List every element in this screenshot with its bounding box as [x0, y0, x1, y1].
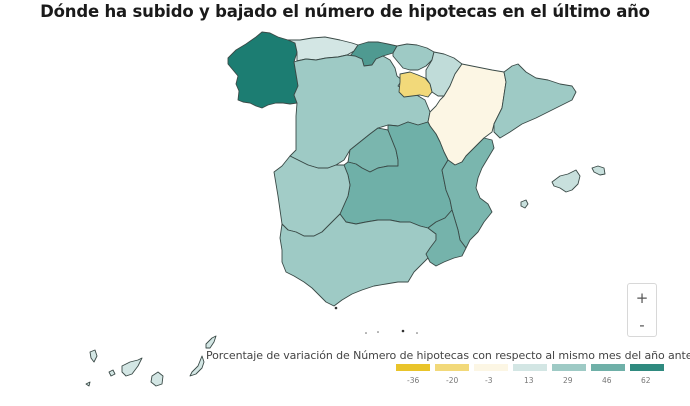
legend-bin: 62: [630, 364, 664, 385]
legend-swatch: [630, 364, 664, 371]
legend-swatch: [591, 364, 625, 371]
legend-title: Porcentaje de variación de Número de hip…: [206, 349, 690, 362]
region-baleares-menorca[interactable]: [591, 165, 606, 176]
legend-swatch: [435, 364, 469, 371]
legend-label: 13: [524, 376, 534, 385]
region-galicia[interactable]: [227, 31, 299, 109]
legend-swatch: [513, 364, 547, 371]
island-dot: [377, 331, 379, 333]
legend-bin: -3: [474, 364, 508, 385]
region-cataluna[interactable]: [493, 63, 577, 139]
legend-label: -3: [485, 376, 493, 385]
legend-label: 29: [563, 376, 573, 385]
legend-bin: 46: [591, 364, 625, 385]
legend-swatch: [474, 364, 508, 371]
map-title: Dónde ha subido y bajado el número de hi…: [40, 2, 650, 21]
region-melilla[interactable]: [401, 329, 405, 333]
region-comunidad-valenciana[interactable]: [441, 137, 495, 249]
legend-bin: -36: [396, 364, 430, 385]
region-canarias-tenerife[interactable]: [121, 357, 143, 377]
region-baleares-ibiza[interactable]: [520, 199, 529, 209]
region-la-rioja[interactable]: [398, 71, 433, 98]
region-navarra[interactable]: [425, 51, 463, 97]
zoom-out-button[interactable]: -: [639, 315, 645, 334]
legend-swatch: [396, 364, 430, 371]
region-canarias-la-palma[interactable]: [89, 349, 98, 363]
zoom-controls: + -: [627, 283, 657, 337]
region-ceuta[interactable]: [334, 306, 338, 310]
region-murcia[interactable]: [425, 209, 467, 267]
legend-label: 46: [602, 376, 612, 385]
region-canarias-el-hierro[interactable]: [85, 381, 91, 387]
zoom-in-button[interactable]: +: [635, 288, 649, 307]
island-dot: [365, 332, 367, 334]
legend-label: -36: [407, 376, 420, 385]
legend: -36 -20 -3 13 29 46 62: [396, 364, 664, 385]
region-baleares-mallorca[interactable]: [551, 169, 581, 193]
region-pais-vasco[interactable]: [392, 43, 435, 71]
legend-bin: 13: [513, 364, 547, 385]
region-canarias-gran-canaria[interactable]: [150, 371, 164, 387]
legend-bin: -20: [435, 364, 469, 385]
legend-swatch: [552, 364, 586, 371]
region-canarias-la-gomera[interactable]: [108, 369, 116, 377]
region-canarias-lanzarote[interactable]: [205, 335, 217, 349]
legend-label: 62: [641, 376, 651, 385]
region-canarias-fuerteventura[interactable]: [189, 355, 205, 377]
legend-bin: 29: [552, 364, 586, 385]
legend-label: -20: [446, 376, 459, 385]
island-dot: [416, 332, 418, 334]
